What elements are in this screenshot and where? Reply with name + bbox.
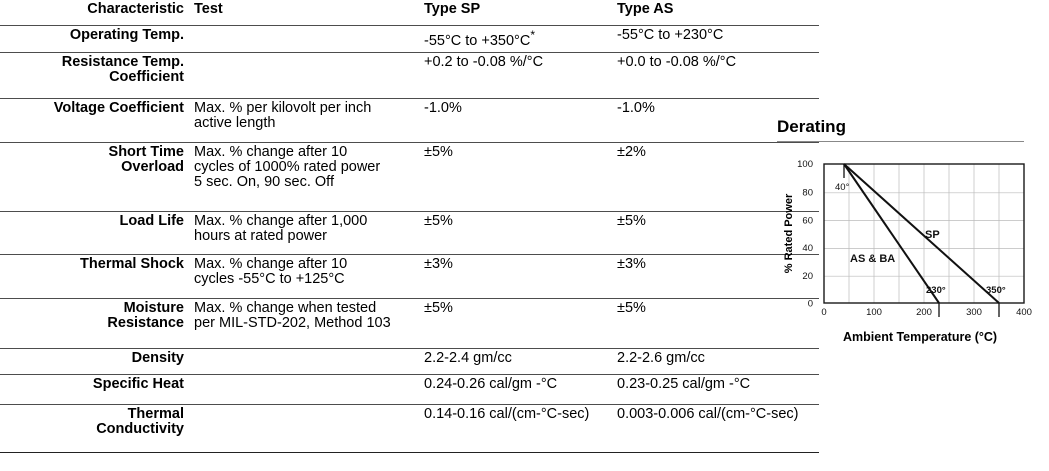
svg-text:0: 0 (821, 307, 826, 318)
svg-text:60: 60 (802, 215, 813, 226)
svg-text:20: 20 (802, 271, 813, 282)
svg-text:80: 80 (802, 188, 813, 199)
svg-text:100: 100 (866, 307, 882, 318)
svg-text:40°: 40° (835, 182, 850, 193)
svg-text:40: 40 (802, 243, 813, 254)
svg-text:400: 400 (1016, 307, 1032, 318)
svg-text:AS & BA: AS & BA (850, 253, 895, 265)
svg-text:100: 100 (797, 159, 813, 170)
svg-text:SP: SP (925, 229, 940, 241)
svg-text:230°: 230° (926, 285, 946, 296)
svg-text:300: 300 (966, 307, 982, 318)
svg-text:350°: 350° (986, 285, 1006, 296)
svg-text:200: 200 (916, 307, 932, 318)
svg-text:0: 0 (808, 299, 813, 310)
